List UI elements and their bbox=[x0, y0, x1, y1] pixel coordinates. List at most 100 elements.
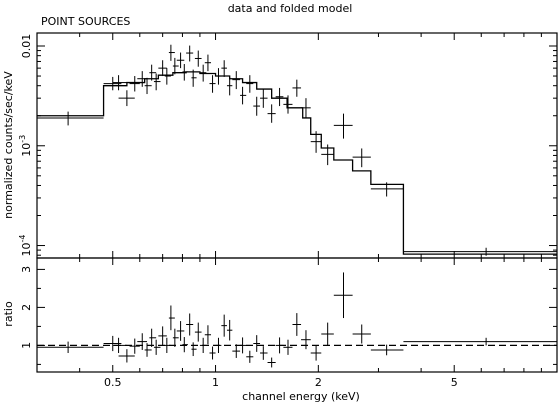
data-point bbox=[186, 45, 194, 62]
data-point bbox=[232, 71, 241, 90]
data-point bbox=[172, 57, 179, 75]
data-point bbox=[267, 104, 276, 123]
data-point bbox=[158, 60, 167, 77]
chart-subtitle: POINT SOURCES bbox=[41, 15, 130, 28]
ratio-point bbox=[260, 346, 268, 360]
data-point bbox=[333, 113, 353, 139]
data-point bbox=[199, 64, 207, 82]
data-point bbox=[403, 247, 557, 256]
data-point bbox=[129, 76, 140, 92]
x-tick-label: 2 bbox=[315, 376, 322, 389]
ratio-point bbox=[186, 313, 194, 336]
ratio-point bbox=[310, 345, 322, 361]
x-tick-label: 5 bbox=[451, 376, 458, 389]
data-point bbox=[260, 89, 268, 108]
y-tick-label: 10-4 bbox=[18, 235, 33, 257]
x-tick-label: 0.5 bbox=[104, 376, 122, 389]
data-point bbox=[240, 86, 247, 105]
ratio-y-tick-label: 3 bbox=[20, 266, 33, 273]
data-point bbox=[301, 98, 311, 118]
x-axis-label: channel energy (keV) bbox=[242, 390, 360, 403]
data-point bbox=[321, 144, 334, 166]
data-point bbox=[209, 75, 216, 93]
ratio-point bbox=[267, 357, 276, 368]
ratio-point bbox=[194, 322, 202, 342]
ratio-point bbox=[283, 339, 293, 355]
data-point bbox=[164, 68, 171, 85]
ratio-point bbox=[112, 337, 127, 353]
ratio-point bbox=[137, 333, 148, 350]
data-point bbox=[246, 75, 254, 93]
ratio-point bbox=[158, 326, 167, 346]
ratio-point bbox=[253, 335, 261, 352]
ratio-point bbox=[149, 328, 157, 347]
data-point bbox=[292, 79, 302, 97]
ratio-point bbox=[301, 330, 311, 350]
ratio-point bbox=[275, 337, 284, 354]
ratio-point bbox=[403, 337, 557, 346]
data-point bbox=[194, 50, 202, 67]
ratio-point bbox=[215, 337, 222, 353]
ratio-y-tick-label: 1 bbox=[20, 342, 33, 349]
ratio-point bbox=[370, 344, 404, 356]
x-tick-label: 1 bbox=[212, 376, 219, 389]
y-tick-exponent: -4 bbox=[18, 235, 27, 243]
ratio-point bbox=[168, 305, 175, 331]
data-point bbox=[137, 71, 148, 87]
ratio-panel: 0.5 1 2 5 1 2 3 bbox=[20, 257, 558, 389]
ratio-point bbox=[164, 337, 171, 353]
data-point bbox=[275, 87, 284, 107]
ratio-point bbox=[333, 272, 353, 319]
ratio-point bbox=[182, 337, 188, 353]
data-point bbox=[352, 148, 371, 168]
ratio-point bbox=[209, 346, 216, 360]
data-point bbox=[191, 69, 197, 87]
ratio-point bbox=[226, 319, 233, 341]
data-point bbox=[226, 76, 233, 96]
ratio-point bbox=[246, 350, 254, 363]
bottom-y-axis-label: ratio bbox=[2, 301, 15, 327]
data-point bbox=[253, 96, 261, 116]
data-point bbox=[176, 52, 185, 69]
data-point bbox=[182, 64, 188, 81]
ratio-point bbox=[240, 337, 247, 354]
ratio-point bbox=[118, 349, 135, 363]
data-point bbox=[283, 95, 293, 114]
data-point bbox=[215, 68, 222, 85]
data-point bbox=[204, 54, 212, 72]
ratio-point bbox=[204, 325, 212, 345]
ratio-point bbox=[321, 322, 334, 346]
y-tick-exponent: -3 bbox=[18, 135, 27, 143]
data-point bbox=[153, 73, 161, 91]
data-point bbox=[118, 90, 135, 107]
y-tick-label: 0.01 bbox=[20, 34, 33, 59]
folded-model-line bbox=[37, 71, 557, 255]
data-point bbox=[144, 77, 152, 95]
ratio-point bbox=[232, 344, 241, 358]
chart-title: data and folded model bbox=[228, 2, 353, 15]
ratio-y-tick-label: 2 bbox=[20, 304, 33, 311]
ratio-frame bbox=[36, 257, 558, 373]
ratio-point bbox=[129, 338, 140, 354]
data-point bbox=[37, 111, 104, 126]
data-point bbox=[370, 182, 404, 197]
ratio-point bbox=[172, 328, 179, 347]
ratio-point bbox=[221, 314, 227, 337]
ratio-point bbox=[191, 342, 197, 357]
data-point bbox=[149, 64, 157, 81]
ratio-point bbox=[292, 313, 302, 336]
ratio-point bbox=[176, 321, 185, 341]
ratio-point bbox=[153, 339, 161, 355]
ratio-point bbox=[352, 324, 371, 344]
ratio-point bbox=[199, 337, 207, 353]
data-point bbox=[168, 44, 175, 61]
data-point bbox=[310, 131, 322, 153]
data-point bbox=[112, 75, 127, 91]
spectrum-frame bbox=[36, 32, 558, 259]
y-tick-label: 10-3 bbox=[18, 135, 33, 157]
data-point bbox=[221, 60, 227, 77]
spectrum-panel: 0.01 10-3 10-4 bbox=[18, 32, 558, 259]
ratio-point bbox=[37, 341, 104, 353]
top-y-axis-label: normalized counts/sec/keV bbox=[2, 71, 15, 219]
